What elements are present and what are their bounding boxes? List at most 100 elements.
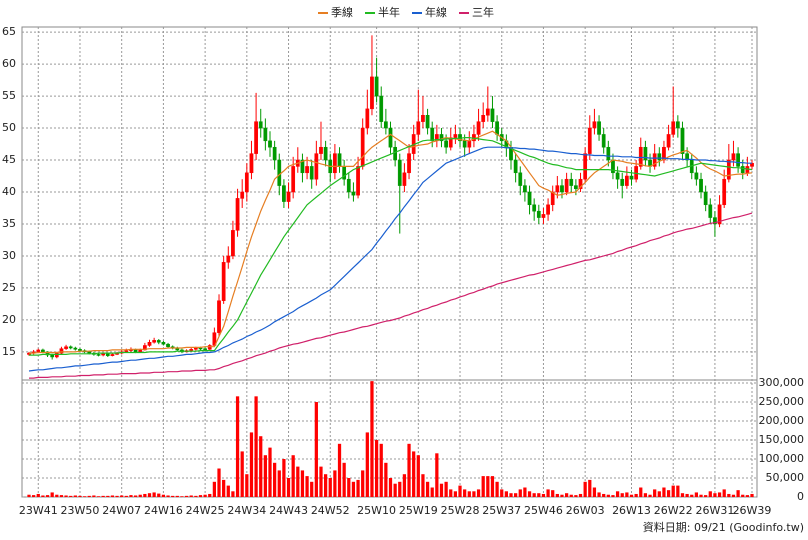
volume-bar bbox=[291, 455, 295, 497]
volume-bar bbox=[69, 495, 73, 497]
volume-bar bbox=[537, 493, 541, 497]
volume-bar bbox=[611, 495, 615, 497]
candle-body bbox=[68, 346, 73, 349]
legend: 季線 半年 年線 三年 bbox=[318, 5, 494, 19]
candle-body bbox=[379, 95, 384, 122]
y2-tick-label: 300,000 bbox=[759, 376, 805, 389]
candle-body bbox=[309, 166, 314, 180]
volume-bar bbox=[245, 474, 249, 497]
volume-bar bbox=[629, 494, 634, 497]
volume-bar bbox=[64, 495, 68, 497]
x-tick-label: 24W25 bbox=[186, 504, 225, 517]
x-tick-label: 25W37 bbox=[482, 504, 521, 517]
x-tick-label: 26W13 bbox=[612, 504, 651, 517]
candle-body bbox=[490, 108, 495, 122]
volume-bar bbox=[180, 496, 184, 497]
volume-bar bbox=[551, 490, 555, 497]
legend-label: 季線 bbox=[331, 5, 353, 19]
candle-body bbox=[444, 140, 448, 148]
candle-body bbox=[453, 134, 458, 138]
candle-body bbox=[536, 210, 541, 218]
y-tick-label: 30 bbox=[2, 249, 16, 262]
candle-body bbox=[569, 178, 574, 186]
volume-bar bbox=[541, 493, 546, 497]
volume-bar bbox=[741, 494, 745, 497]
volume-bar bbox=[717, 492, 722, 497]
volume-bar bbox=[337, 443, 342, 497]
x-tick-label: 24W34 bbox=[227, 504, 266, 517]
volume-bar bbox=[231, 491, 235, 497]
volume-bar bbox=[157, 493, 161, 497]
candle-body bbox=[740, 166, 745, 174]
source-note: 資料日期: 09/21 (Goodinfo.tw) bbox=[643, 520, 804, 534]
volume-bar bbox=[490, 476, 495, 497]
y2-tick-label: 0 bbox=[797, 490, 804, 503]
volume-bar bbox=[412, 451, 416, 497]
candle-body bbox=[518, 172, 523, 186]
candle-body bbox=[597, 121, 601, 135]
volume-bar bbox=[486, 476, 490, 497]
candle-body bbox=[666, 134, 671, 148]
y-tick-label: 45 bbox=[2, 153, 16, 166]
candle-body bbox=[717, 204, 722, 225]
volume-bar bbox=[449, 489, 453, 497]
candle-body bbox=[207, 345, 212, 350]
volume-bar bbox=[342, 462, 346, 497]
volume-bar bbox=[546, 489, 550, 497]
candle-body bbox=[620, 178, 625, 186]
volume-bar bbox=[694, 492, 699, 497]
plot-frame bbox=[21, 26, 758, 498]
volume-bar bbox=[268, 447, 272, 497]
volume-bar bbox=[129, 495, 133, 497]
volume-bar bbox=[217, 468, 221, 497]
volume-bar bbox=[463, 489, 467, 497]
candle-body bbox=[703, 191, 708, 206]
candle-body bbox=[726, 159, 731, 180]
volume-bar bbox=[500, 489, 504, 497]
candle-body bbox=[59, 348, 64, 354]
volume-bar bbox=[509, 493, 513, 497]
volume-bar bbox=[328, 478, 332, 497]
y2-tick-label: 150,000 bbox=[759, 433, 805, 446]
x-tick-label: 25W28 bbox=[441, 504, 480, 517]
x-tick-label: 23W50 bbox=[61, 504, 100, 517]
candle-body bbox=[541, 214, 546, 218]
volume-bar bbox=[671, 485, 675, 497]
candle-body bbox=[643, 146, 648, 161]
candle-body bbox=[272, 146, 277, 161]
candle-body bbox=[694, 172, 699, 180]
volume-bar bbox=[560, 494, 564, 497]
candle-body bbox=[36, 349, 41, 353]
candle-body bbox=[523, 185, 527, 193]
volume-bar bbox=[286, 478, 291, 497]
volume-bar bbox=[602, 493, 606, 497]
volume-bar bbox=[240, 451, 244, 497]
volume-bar bbox=[620, 493, 624, 497]
y2-tick-label: 250,000 bbox=[759, 395, 805, 408]
candle-body bbox=[244, 172, 249, 193]
volume-bar bbox=[32, 495, 36, 497]
volume-bar bbox=[296, 466, 300, 497]
volume-bar bbox=[722, 489, 726, 497]
candle-body bbox=[388, 127, 393, 148]
candle-body bbox=[578, 178, 583, 190]
candle-body bbox=[314, 153, 319, 180]
candle-body bbox=[675, 121, 680, 129]
volume-bar bbox=[27, 494, 31, 497]
candle-body bbox=[231, 230, 235, 257]
candle-body bbox=[407, 153, 411, 174]
volume-bar bbox=[653, 489, 657, 497]
candle-body bbox=[430, 127, 435, 142]
candle-body bbox=[439, 134, 444, 142]
candle-body bbox=[221, 262, 226, 301]
candle-body bbox=[101, 353, 106, 356]
candle-body bbox=[161, 342, 166, 345]
volume-bar bbox=[347, 478, 351, 497]
candle-body bbox=[513, 159, 518, 174]
candle-body bbox=[64, 346, 68, 349]
legend-label: 半年 bbox=[378, 5, 400, 19]
volume-bar bbox=[374, 440, 379, 497]
volume-bar bbox=[45, 495, 50, 497]
candle-body bbox=[124, 350, 129, 353]
